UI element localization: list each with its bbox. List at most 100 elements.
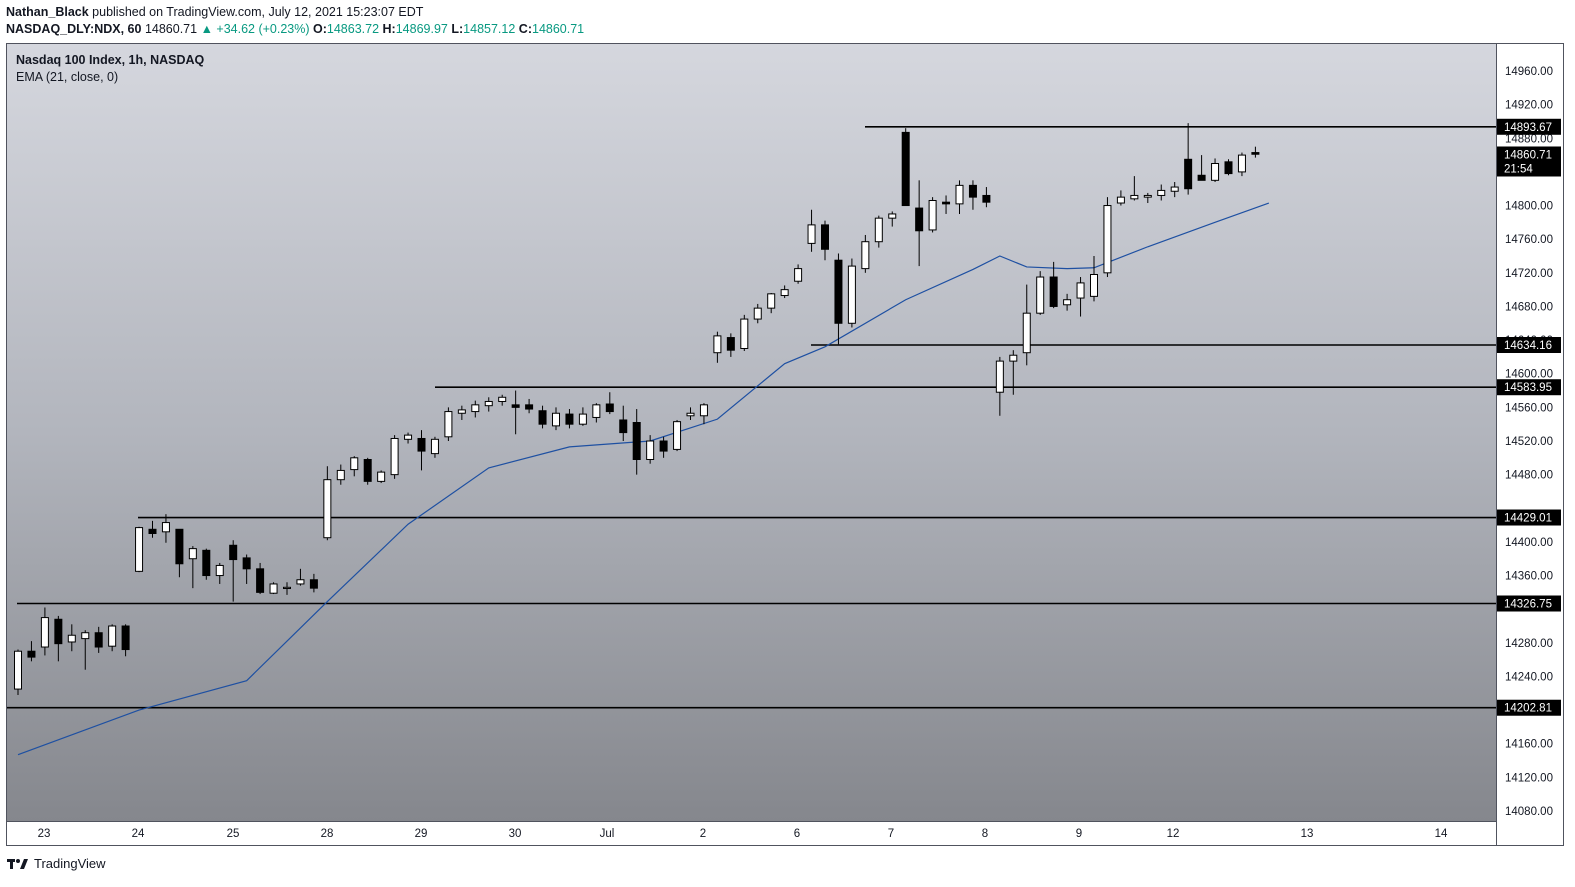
x-tick-label: 13 [1301,828,1314,840]
candle-body [740,318,749,349]
price-level-label: 14429.01 [1504,513,1552,525]
price-change: ▲ +34.62 (+0.23%) [200,22,310,36]
candle-body [417,437,426,452]
candle-body [511,404,520,408]
candle-body [283,586,291,590]
low-label: L: [451,22,464,36]
candle-body [81,632,90,640]
candle-body [1130,194,1139,200]
x-tick-label: 8 [982,828,988,840]
chart-legend-title: Nasdaq 100 Index, 1h, NASDAQ [16,53,205,67]
candle-body [982,194,991,203]
candle-body [1076,282,1085,299]
candle-body [161,522,170,533]
candle-body [202,549,211,577]
candle-body [565,413,574,425]
candle-body [1116,196,1125,204]
y-tick-label: 14880.00 [1505,133,1553,145]
x-tick-label: 28 [321,828,334,840]
tradingview-logo-icon [7,858,28,869]
footer-brand[interactable]: TradingView [7,856,106,871]
x-tick-label: 14 [1435,828,1448,840]
candle-body [256,568,265,593]
candle-body [377,471,386,482]
time-axis[interactable] [7,821,1496,845]
x-tick-label: 9 [1076,828,1082,840]
candle-body [1143,194,1152,198]
x-tick-label: 25 [227,828,240,840]
y-tick-label: 14800.00 [1505,201,1553,213]
price-level-label-bg [1497,595,1561,612]
candle-body [1009,354,1018,362]
candlestick-chart[interactable]: 14080.00 14120.00 14160.00 14240.00 14280.00… [7,44,1564,846]
candle-body [821,224,829,250]
candle-body [1211,163,1220,181]
y-tick-label: 14080.00 [1505,806,1553,818]
high-label: H: [382,22,396,36]
candle-body [363,459,372,482]
candle-body [40,617,49,648]
price-level-label: 14634.16 [1504,340,1552,352]
candle-body [269,583,278,594]
candle-body [1036,276,1045,314]
symbol-name[interactable]: NASDAQ_DLY:NDX, 60 [6,22,142,36]
close-value: 14860.71 [532,22,585,36]
candle-body [955,184,964,205]
author-name[interactable]: Nathan_Black [6,5,89,19]
high-value: 14869.97 [395,22,448,36]
y-tick-label: 14280.00 [1505,638,1553,650]
countdown-label: 21:54 [1504,163,1533,175]
ema-line [17,202,1270,756]
y-tick-label: 14120.00 [1505,772,1553,784]
y-tick-label: 14600.00 [1505,369,1553,381]
candle-body [646,440,655,460]
candle-body [726,337,735,351]
candle-body [578,413,587,425]
y-tick-label: 14160.00 [1505,739,1553,751]
candle-body [605,403,614,413]
candle-body [1251,152,1260,155]
candle-body [780,289,789,297]
chart-frame[interactable]: 14080.00 14120.00 14160.00 14240.00 14280.00… [6,43,1564,846]
candle-body [699,404,708,417]
candle-body [457,409,466,414]
candle-body [390,437,399,476]
candle-body [995,360,1004,393]
x-tick-label: Jul [600,828,615,840]
candle-body [1022,312,1031,354]
candle-body [834,259,843,324]
close-label: C: [518,22,532,36]
x-tick-label: 23 [38,828,51,840]
candle-body [135,527,144,572]
candle-body [350,457,359,471]
candle-body [94,632,103,648]
price-level-label-bg [1497,699,1561,716]
candle-body [861,241,870,270]
candle-body [874,217,883,243]
indicator-legend[interactable]: EMA (21, close, 0) [16,70,119,84]
candle-body [336,469,345,481]
plot-area[interactable] [7,44,1496,821]
candle-body [215,564,224,577]
x-tick-label: 6 [794,828,800,840]
candle-body [847,265,856,324]
candle-body [404,434,413,440]
x-tick-label: 30 [509,828,522,840]
footer-brand-label: TradingView [34,856,106,871]
candle-body [552,412,560,427]
candle-body [1049,276,1058,307]
x-tick-label: 7 [888,828,894,840]
candle-body [1170,186,1179,192]
y-tick-label: 14920.00 [1505,100,1553,112]
symbol-quote: NASDAQ_DLY:NDX, 60 14860.71 ▲ +34.62 (+0… [6,22,584,36]
y-tick-label: 14960.00 [1505,66,1553,78]
candle-body [928,200,937,231]
candle-body [1237,154,1246,173]
open-value: 14863.72 [326,22,380,36]
candle-body [632,422,641,460]
candle-body [188,548,197,560]
candle-body [942,201,951,205]
open-label: O: [313,22,327,36]
candle-body [794,268,803,282]
candle-body [619,419,628,434]
